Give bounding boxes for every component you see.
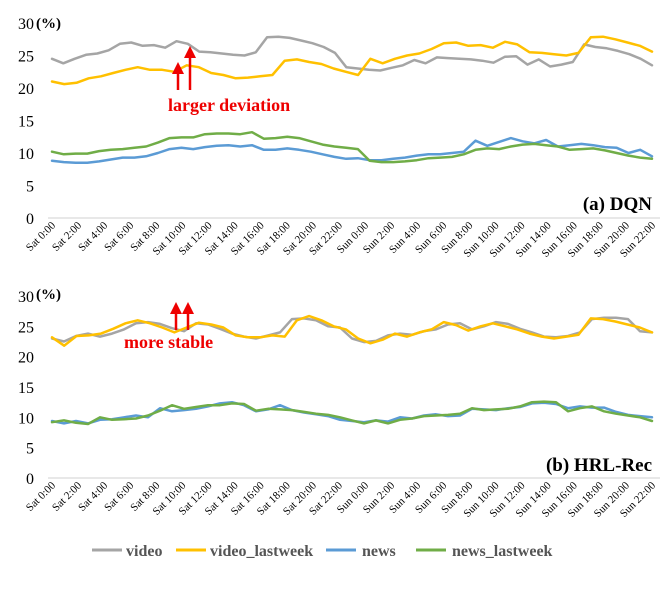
y-unit-label: (%) (36, 287, 61, 303)
legend-label: video_lastweek (210, 543, 313, 560)
annotation-text: more stable (124, 332, 213, 352)
y-tick-label: 10 (18, 146, 34, 163)
arrow-up-icon (184, 46, 196, 90)
legend: video video_lastweek news news_lastweek (92, 543, 553, 560)
series-line-news (50, 136, 654, 165)
arrow-up-icon (170, 302, 182, 330)
panel-title: (b) HRL-Rec (546, 455, 652, 476)
y-tick-label: 25 (18, 49, 34, 66)
y-tick-label: 15 (18, 114, 34, 131)
legend-item-news: news (326, 543, 396, 560)
legend-label: video (126, 543, 162, 560)
y-tick-label: 15 (18, 380, 34, 397)
legend-label: news (362, 543, 396, 560)
legend-label: news_lastweek (452, 543, 553, 560)
arrow-up-icon (182, 302, 194, 330)
legend-item-video-lastweek: video_lastweek (176, 543, 313, 560)
series-line-news-lastweek (50, 130, 654, 164)
y-tick-label: 20 (18, 81, 34, 98)
series-line-video (50, 35, 654, 72)
legend-item-news-lastweek: news_lastweek (416, 543, 553, 560)
y-tick-label: 30 (18, 16, 34, 33)
y-tick-label: 5 (26, 441, 34, 458)
y-tick-label: 25 (18, 319, 34, 336)
y-tick-label: 30 (18, 289, 34, 306)
y-tick-label: 10 (18, 410, 34, 427)
y-tick-label: 20 (18, 350, 34, 367)
series-line-video-lastweek (50, 314, 654, 347)
panel-title: (a) DQN (583, 194, 652, 215)
annotation-text: larger deviation (168, 95, 290, 115)
series-line-video-lastweek (50, 35, 654, 86)
series-line-news-lastweek (50, 400, 654, 426)
y-tick-label: 0 (26, 211, 34, 228)
y-unit-label: (%) (36, 16, 61, 32)
legend-item-video: video (92, 543, 162, 560)
arrow-up-icon (172, 62, 184, 90)
y-tick-label: 0 (26, 471, 34, 488)
y-tick-label: 5 (26, 179, 34, 196)
